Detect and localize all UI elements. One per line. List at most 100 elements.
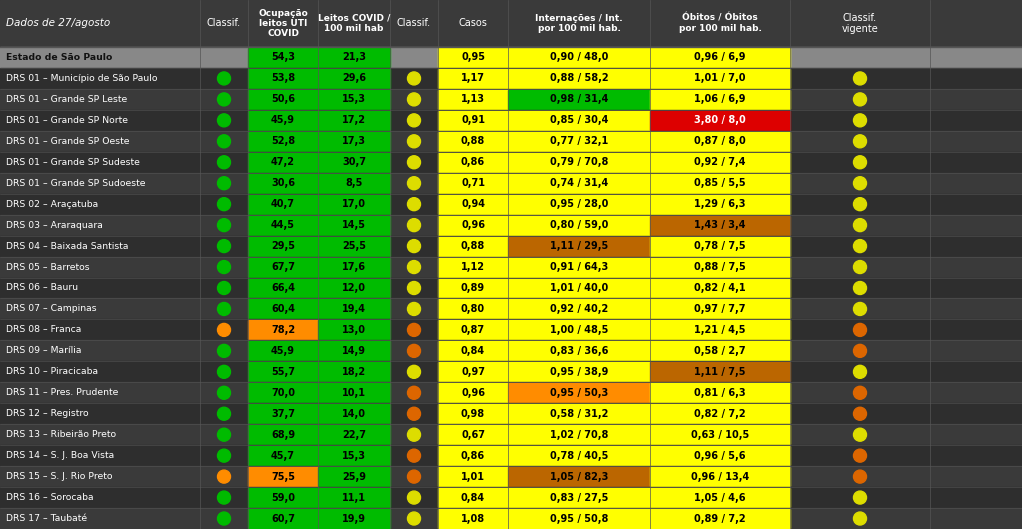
Bar xyxy=(650,132,790,151)
Circle shape xyxy=(853,303,867,315)
Bar xyxy=(318,488,390,507)
Bar xyxy=(650,488,790,507)
Text: 0,80: 0,80 xyxy=(461,304,485,314)
Text: 29,6: 29,6 xyxy=(342,74,366,84)
Text: 0,84: 0,84 xyxy=(461,346,485,356)
Text: 12,0: 12,0 xyxy=(342,283,366,293)
Bar xyxy=(248,362,318,381)
Bar xyxy=(0,487,1022,508)
Text: 1,13: 1,13 xyxy=(461,94,485,104)
Text: 0,85 / 5,5: 0,85 / 5,5 xyxy=(694,178,746,188)
Bar xyxy=(650,509,790,528)
Bar xyxy=(248,425,318,444)
Text: DRS 04 – Baixada Santista: DRS 04 – Baixada Santista xyxy=(6,242,129,251)
Text: 1,29 / 6,3: 1,29 / 6,3 xyxy=(694,199,746,209)
Bar xyxy=(0,466,1022,487)
Circle shape xyxy=(408,449,420,462)
Text: 0,81 / 6,3: 0,81 / 6,3 xyxy=(694,388,746,398)
Text: Classif.
vigente: Classif. vigente xyxy=(842,13,878,34)
Text: 52,8: 52,8 xyxy=(271,136,295,147)
Text: 0,91: 0,91 xyxy=(461,115,485,125)
Text: 50,6: 50,6 xyxy=(271,94,295,104)
Text: 1,01 / 40,0: 1,01 / 40,0 xyxy=(550,283,608,293)
Text: 1,11 / 29,5: 1,11 / 29,5 xyxy=(550,241,608,251)
Bar xyxy=(438,90,508,109)
Circle shape xyxy=(853,72,867,85)
Bar xyxy=(650,299,790,318)
Circle shape xyxy=(218,344,231,358)
Bar xyxy=(0,445,1022,466)
Text: 0,95 / 28,0: 0,95 / 28,0 xyxy=(550,199,608,209)
Bar xyxy=(248,404,318,423)
Circle shape xyxy=(218,114,231,127)
Circle shape xyxy=(853,407,867,420)
Text: 0,97 / 7,7: 0,97 / 7,7 xyxy=(694,304,746,314)
Bar xyxy=(0,340,1022,361)
Circle shape xyxy=(408,386,420,399)
Text: 0,94: 0,94 xyxy=(461,199,485,209)
Text: 14,9: 14,9 xyxy=(342,346,366,356)
Text: 0,95: 0,95 xyxy=(461,52,485,62)
Text: 45,9: 45,9 xyxy=(271,115,295,125)
Circle shape xyxy=(218,512,231,525)
Text: 0,89: 0,89 xyxy=(461,283,485,293)
Bar xyxy=(438,132,508,151)
Text: 0,86: 0,86 xyxy=(461,157,485,167)
Text: Óbitos / Óbitos
por 100 mil hab.: Óbitos / Óbitos por 100 mil hab. xyxy=(679,14,761,33)
Bar xyxy=(318,132,390,151)
Circle shape xyxy=(853,156,867,169)
Text: 0,91 / 64,3: 0,91 / 64,3 xyxy=(550,262,608,272)
Text: 0,80 / 59,0: 0,80 / 59,0 xyxy=(550,220,608,230)
Text: Dados de 27/agosto: Dados de 27/agosto xyxy=(6,19,110,29)
Bar xyxy=(0,110,1022,131)
Bar xyxy=(508,446,650,465)
Circle shape xyxy=(408,344,420,358)
Bar xyxy=(508,90,650,109)
Circle shape xyxy=(853,177,867,190)
Text: 0,82 / 4,1: 0,82 / 4,1 xyxy=(694,283,746,293)
Text: 60,7: 60,7 xyxy=(271,514,295,524)
Circle shape xyxy=(853,114,867,127)
Text: 29,5: 29,5 xyxy=(271,241,295,251)
Text: 68,9: 68,9 xyxy=(271,430,295,440)
Text: DRS 16 – Sorocaba: DRS 16 – Sorocaba xyxy=(6,493,94,502)
Text: 1,06 / 6,9: 1,06 / 6,9 xyxy=(694,94,746,104)
Circle shape xyxy=(408,428,420,441)
Text: 25,9: 25,9 xyxy=(342,472,366,481)
Bar xyxy=(508,111,650,130)
Text: Internações / Int.
por 100 mil hab.: Internações / Int. por 100 mil hab. xyxy=(536,14,622,33)
Bar xyxy=(318,90,390,109)
Bar xyxy=(318,384,390,402)
Text: 0,92 / 7,4: 0,92 / 7,4 xyxy=(694,157,746,167)
Bar xyxy=(248,195,318,214)
Text: DRS 05 – Barretos: DRS 05 – Barretos xyxy=(6,262,90,271)
Bar xyxy=(248,341,318,360)
Text: 0,95 / 50,8: 0,95 / 50,8 xyxy=(550,514,608,524)
Text: DRS 01 – Grande SP Norte: DRS 01 – Grande SP Norte xyxy=(6,116,128,125)
Circle shape xyxy=(408,135,420,148)
Bar xyxy=(318,69,390,88)
Text: 66,4: 66,4 xyxy=(271,283,295,293)
Text: 0,67: 0,67 xyxy=(461,430,485,440)
Circle shape xyxy=(408,177,420,190)
Text: 0,96 / 5,6: 0,96 / 5,6 xyxy=(694,451,746,461)
Circle shape xyxy=(853,218,867,232)
Circle shape xyxy=(218,135,231,148)
Bar xyxy=(0,47,1022,68)
Bar xyxy=(438,299,508,318)
Circle shape xyxy=(408,93,420,106)
Bar xyxy=(508,236,650,256)
Text: 75,5: 75,5 xyxy=(271,472,295,481)
Bar xyxy=(508,258,650,277)
Circle shape xyxy=(853,261,867,273)
Bar xyxy=(318,174,390,193)
Bar xyxy=(438,341,508,360)
Bar xyxy=(438,467,508,486)
Text: 0,90 / 48,0: 0,90 / 48,0 xyxy=(550,52,608,62)
Text: DRS 02 – Araçatuba: DRS 02 – Araçatuba xyxy=(6,199,98,208)
Bar xyxy=(0,403,1022,424)
Text: 14,0: 14,0 xyxy=(342,409,366,419)
Bar xyxy=(0,382,1022,403)
Text: DRS 13 – Ribeirão Preto: DRS 13 – Ribeirão Preto xyxy=(6,430,117,439)
Bar xyxy=(0,194,1022,215)
